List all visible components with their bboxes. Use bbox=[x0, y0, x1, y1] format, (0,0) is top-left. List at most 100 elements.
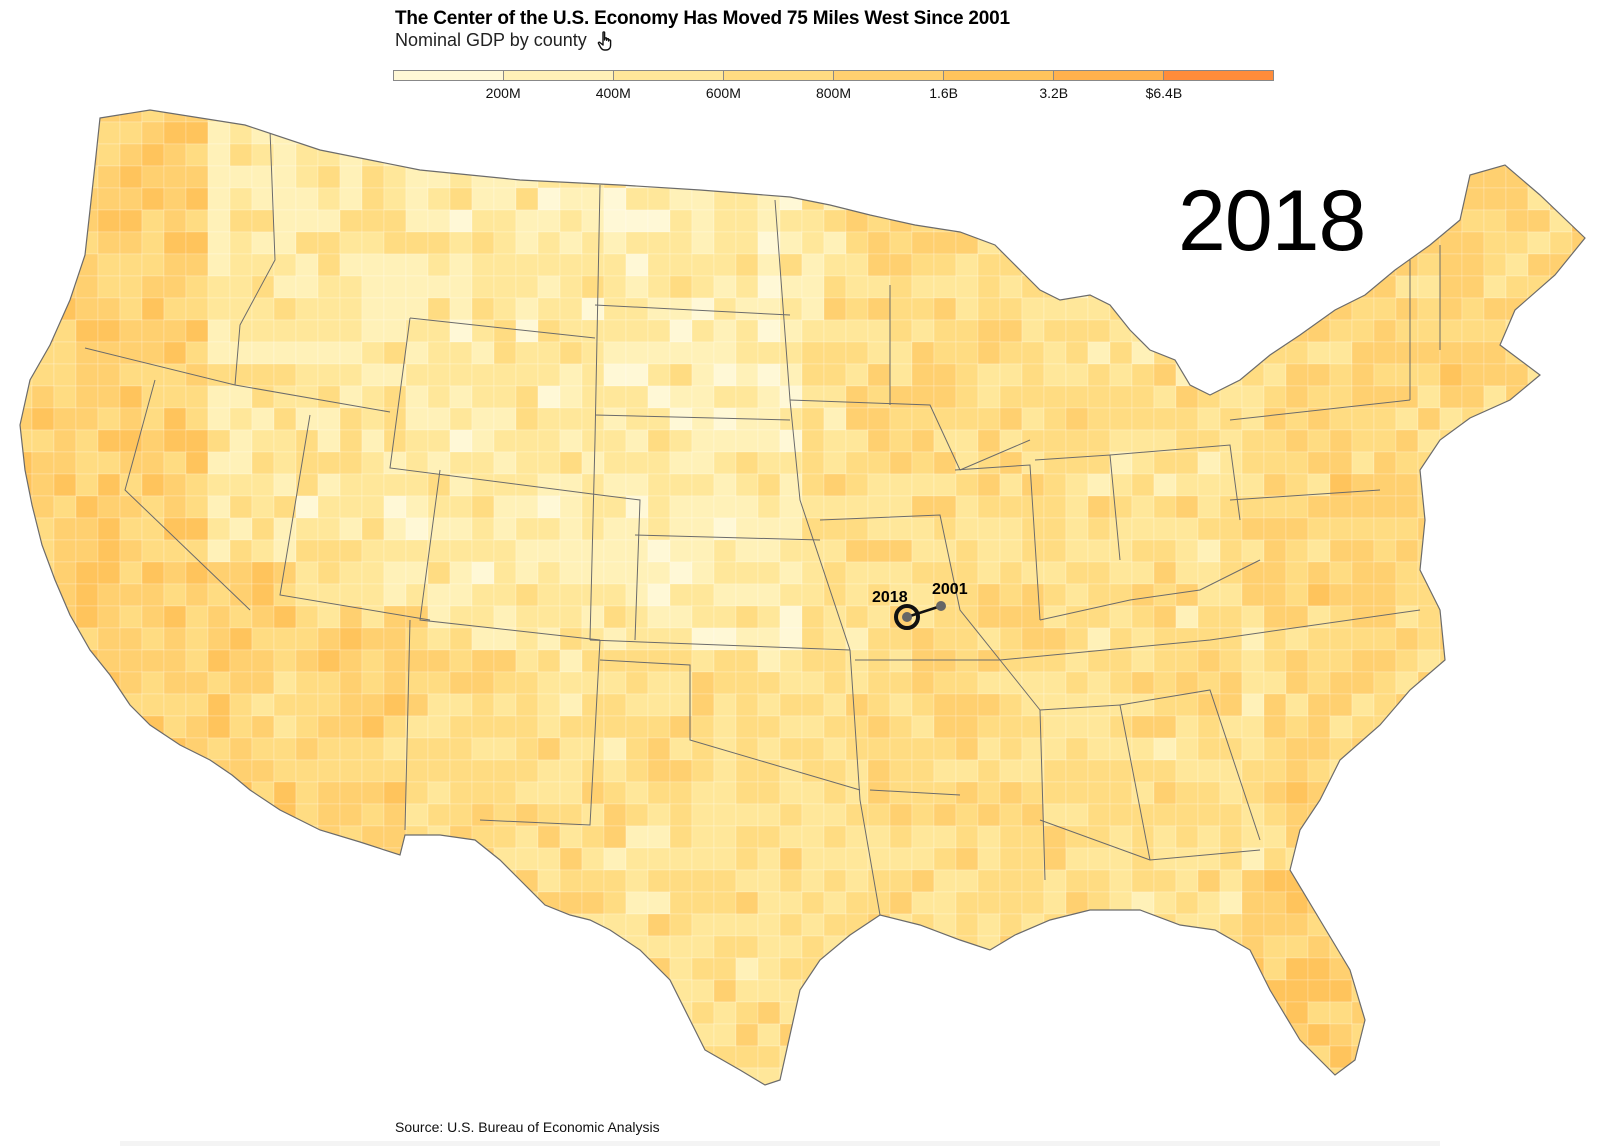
county-cell bbox=[1263, 451, 1287, 475]
county-cell bbox=[1087, 935, 1111, 959]
county-cell bbox=[1439, 297, 1463, 321]
county-cell bbox=[1109, 517, 1133, 541]
county-cell bbox=[1395, 957, 1419, 981]
county-cell bbox=[1483, 605, 1507, 629]
county-cell bbox=[1461, 495, 1485, 519]
center-2018-ring-marker[interactable] bbox=[894, 604, 920, 630]
county-cell bbox=[31, 297, 55, 321]
county-cell bbox=[1417, 517, 1441, 541]
county-cell bbox=[867, 693, 891, 717]
county-cell bbox=[1505, 671, 1529, 695]
county-cell bbox=[1373, 231, 1397, 255]
county-cell bbox=[691, 957, 715, 981]
county-cell bbox=[1461, 583, 1485, 607]
county-cell bbox=[1175, 341, 1199, 365]
county-cell bbox=[229, 429, 253, 453]
center-2001-dot-marker[interactable] bbox=[936, 601, 946, 611]
county-cell bbox=[889, 143, 913, 167]
county-cell bbox=[97, 473, 121, 497]
county-cell bbox=[1351, 165, 1375, 189]
county-cell bbox=[515, 869, 539, 893]
county-cell bbox=[1197, 121, 1221, 145]
county-cell bbox=[1263, 297, 1287, 321]
pointer-hand-icon[interactable] bbox=[597, 30, 613, 51]
county-cell bbox=[757, 605, 781, 629]
county-cell bbox=[845, 979, 869, 1003]
county-cell bbox=[1373, 583, 1397, 607]
county-cell bbox=[1461, 253, 1485, 277]
county-cell bbox=[1043, 759, 1067, 783]
county-cell bbox=[318, 1090, 340, 1100]
county-cell bbox=[53, 759, 77, 783]
county-cell bbox=[1043, 407, 1067, 431]
county-cell bbox=[1483, 957, 1507, 981]
county-cell bbox=[1087, 1023, 1111, 1047]
county-cell bbox=[1505, 781, 1529, 805]
county-cell bbox=[889, 473, 913, 497]
county-cell bbox=[1043, 715, 1067, 739]
county-cell bbox=[845, 1045, 869, 1069]
county-cell bbox=[1527, 715, 1551, 739]
county-cell bbox=[405, 209, 429, 233]
county-cell bbox=[1505, 627, 1529, 651]
county-cell bbox=[229, 803, 253, 827]
county-cell bbox=[911, 253, 935, 277]
county-cell bbox=[1461, 165, 1485, 189]
county-cell bbox=[471, 429, 495, 453]
county-cell bbox=[933, 957, 957, 981]
county-cell bbox=[339, 1067, 363, 1085]
county-cell bbox=[141, 891, 165, 915]
county-cell bbox=[207, 1067, 231, 1085]
county-cell bbox=[1153, 473, 1177, 497]
county-cell bbox=[537, 110, 561, 123]
county-cell bbox=[911, 1067, 935, 1085]
county-cell bbox=[449, 110, 473, 123]
county-cell bbox=[20, 253, 33, 277]
county-cell bbox=[537, 495, 561, 519]
county-cell bbox=[1439, 363, 1463, 387]
county-cell bbox=[361, 473, 385, 497]
county-cell bbox=[933, 165, 957, 189]
county-cell bbox=[845, 1023, 869, 1047]
county-cell bbox=[1109, 363, 1133, 387]
county-cell bbox=[713, 495, 737, 519]
county-cell bbox=[779, 451, 803, 475]
county-cell bbox=[603, 561, 627, 585]
county-cell bbox=[1087, 583, 1111, 607]
county-cell bbox=[317, 110, 341, 123]
county-cell bbox=[119, 517, 143, 541]
us-county-map[interactable]: 2018 2001 bbox=[0, 100, 1600, 1100]
county-cell bbox=[1307, 759, 1331, 783]
county-cell bbox=[823, 253, 847, 277]
county-cell bbox=[1263, 627, 1287, 651]
county-cell bbox=[361, 517, 385, 541]
county-cell bbox=[405, 187, 429, 211]
county-cell bbox=[207, 231, 231, 255]
county-cell bbox=[1021, 913, 1045, 937]
county-cell bbox=[757, 275, 781, 299]
county-cell bbox=[339, 429, 363, 453]
county-cell bbox=[141, 385, 165, 409]
county-cell bbox=[647, 1045, 671, 1069]
county-cell bbox=[735, 825, 759, 849]
county-cell bbox=[647, 253, 671, 277]
county-cell bbox=[1483, 1023, 1507, 1047]
county-cell bbox=[163, 781, 187, 805]
county-cell bbox=[823, 891, 847, 915]
county-cell bbox=[911, 759, 935, 783]
map-svg[interactable]: 2018 2001 bbox=[0, 100, 1600, 1100]
county-cell bbox=[1571, 583, 1585, 607]
county-cell bbox=[846, 1090, 868, 1100]
county-cell bbox=[207, 187, 231, 211]
county-cell bbox=[383, 627, 407, 651]
center-2018-dot-marker[interactable] bbox=[902, 612, 912, 622]
county-cell bbox=[1043, 891, 1067, 915]
county-cell bbox=[889, 979, 913, 1003]
county-cell bbox=[427, 407, 451, 431]
county-cell bbox=[1087, 891, 1111, 915]
county-cell bbox=[1461, 803, 1485, 827]
county-cell bbox=[163, 363, 187, 387]
county-cell bbox=[801, 275, 825, 299]
county-cell bbox=[845, 803, 869, 827]
county-cell bbox=[1594, 254, 1600, 276]
